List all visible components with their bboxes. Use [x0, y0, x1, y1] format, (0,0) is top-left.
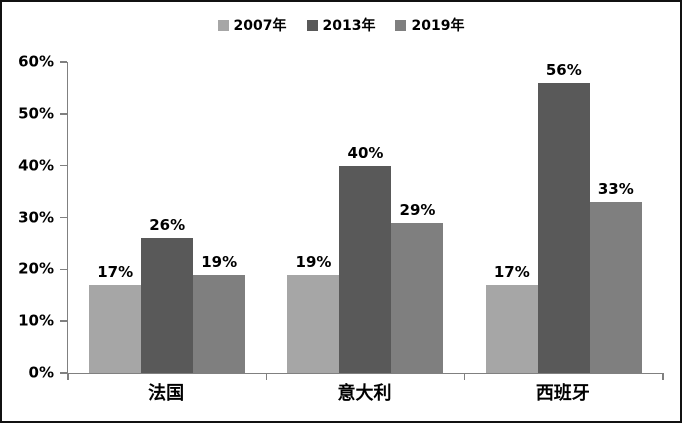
legend-label: 2007年: [233, 18, 287, 34]
y-axis-tick: [59, 268, 67, 271]
legend-label: 2013年: [322, 18, 376, 34]
legend-swatch-icon: [306, 19, 318, 31]
y-axis-tick-label: 60%: [18, 52, 54, 71]
x-axis-tick: [662, 373, 664, 380]
category-label: 法国: [148, 383, 185, 404]
legend-swatch-icon: [217, 19, 229, 31]
y-axis-tick-label: 10%: [18, 311, 54, 330]
x-axis-tick: [463, 373, 466, 380]
bar-value-label: 29%: [399, 200, 436, 219]
bar-group: 17% 26% 19%: [68, 62, 266, 373]
bar: 17%: [89, 264, 142, 373]
bar-value-label: 33%: [597, 179, 634, 198]
bar-value-label: 26%: [149, 216, 186, 235]
category-label: 西班牙: [535, 383, 590, 404]
bar: 29%: [391, 202, 444, 373]
bar: 26%: [141, 218, 194, 373]
bar-value-label: 40%: [347, 143, 384, 162]
category-label: 意大利: [337, 383, 392, 404]
chart-legend: 2007年 2013年 2019年: [2, 15, 680, 35]
bar-value-label: 17%: [97, 262, 134, 281]
legend-swatch-icon: [395, 19, 407, 31]
bar: 33%: [589, 181, 642, 373]
bar: 40%: [339, 145, 392, 373]
bar: 19%: [287, 254, 340, 373]
bar-value-label: 56%: [545, 60, 582, 79]
bar-value-label: 19%: [295, 252, 332, 271]
y-axis-tick-label: 30%: [18, 208, 54, 226]
bar-group: 17% 56% 33%: [465, 62, 663, 373]
bar-value-label: 17%: [493, 262, 530, 281]
y-axis-tick-label: 20%: [18, 259, 54, 278]
y-axis-tick: [59, 113, 67, 115]
y-axis-tick: [59, 372, 67, 374]
bar: 56%: [537, 62, 590, 373]
y-axis-tick-label: 0%: [28, 363, 54, 382]
bar-group: 19% 40% 29%: [266, 62, 464, 373]
x-axis-tick: [265, 373, 268, 380]
y-axis-tick: [59, 61, 67, 63]
bar: 17%: [485, 264, 538, 373]
y-axis-tick: [59, 216, 67, 219]
plot-area: 0% 10% 20% 30% 40% 50% 60% 17% 26% 19% 19% 40% 29% 17…: [18, 54, 664, 380]
legend-item: 2013年: [306, 15, 376, 35]
x-axis-labels: 法国 意大利 西班牙: [67, 383, 662, 405]
bar: 19%: [193, 254, 246, 373]
y-axis-tick: [59, 164, 67, 167]
legend-label: 2019年: [411, 18, 465, 34]
x-axis-tick: [67, 373, 69, 380]
y-axis-tick-label: 50%: [18, 104, 54, 123]
legend-item: 2007年: [217, 15, 287, 35]
y-axis-tick-label: 40%: [18, 156, 54, 175]
bar-value-label: 19%: [201, 252, 238, 271]
legend-item: 2019年: [395, 15, 464, 35]
y-axis-tick: [59, 320, 67, 322]
